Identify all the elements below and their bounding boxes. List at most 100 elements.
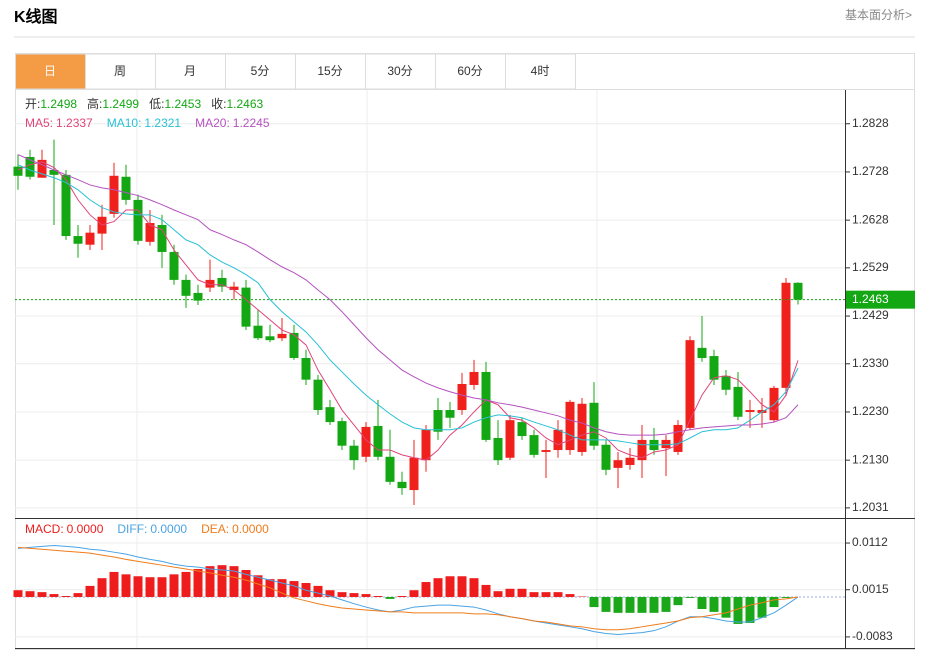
y-tick-label: -0.0083: [852, 629, 893, 643]
macd-bar: [121, 574, 131, 597]
candle-body: [61, 174, 71, 237]
macd-bar: [13, 590, 23, 597]
tab-label[interactable]: 30分: [387, 64, 412, 78]
tab-label[interactable]: 5分: [251, 64, 270, 78]
tab-bg[interactable]: [505, 53, 576, 90]
candle-body: [517, 422, 527, 437]
last-price-label: 1.2463: [852, 292, 889, 306]
macd-bar: [337, 592, 347, 597]
legend-value: 0.0000: [150, 522, 187, 536]
macd-bar: [529, 592, 539, 597]
macd-bar: [361, 594, 371, 597]
macd-bar: [721, 596, 731, 618]
macd-bar: [241, 570, 251, 597]
tab[interactable]: 5分: [225, 53, 296, 90]
candle-body: [37, 159, 47, 178]
candle-body: [589, 402, 599, 446]
tab-label[interactable]: 周: [114, 64, 126, 78]
candle-body: [109, 175, 119, 214]
candle-body: [85, 232, 95, 245]
macd-bar: [757, 596, 767, 618]
macd-bar: [781, 596, 791, 598]
candle-body: [637, 439, 647, 461]
macd-bar: [493, 591, 503, 597]
tab[interactable]: 15分: [295, 53, 366, 90]
macd-bar: [541, 592, 551, 597]
candle-body: [265, 336, 275, 341]
tab-label[interactable]: 日: [44, 64, 56, 78]
indicator-line: [17, 164, 799, 446]
macd-bar: [325, 590, 335, 597]
candle-body: [781, 282, 791, 388]
candle-body: [529, 435, 539, 455]
candle-body: [169, 251, 179, 280]
candle-body: [241, 287, 251, 327]
macd-bar: [481, 584, 491, 597]
macd-bar: [553, 592, 563, 597]
candle-body: [697, 347, 707, 358]
y-tick-label: 1.2529: [852, 260, 889, 274]
quote-value: 1.2463: [226, 97, 263, 111]
macd-bar: [457, 576, 467, 597]
tab[interactable]: 60分: [435, 53, 506, 90]
tab-label[interactable]: 15分: [317, 64, 342, 78]
candle-body: [325, 407, 335, 423]
candle-body: [433, 410, 443, 432]
legend-label: MA20:: [195, 116, 230, 130]
candle-body: [373, 425, 383, 457]
macd-bar: [133, 576, 143, 597]
tab-bg[interactable]: [85, 53, 156, 90]
candle-body: [133, 199, 143, 241]
tab-label[interactable]: 4时: [531, 64, 550, 78]
macd-bar: [637, 596, 647, 613]
candle-body: [181, 279, 191, 296]
y-tick-label: 1.2330: [852, 356, 889, 370]
tab[interactable]: 日: [15, 53, 86, 90]
candle-body: [13, 166, 23, 176]
macd-bar: [97, 578, 107, 597]
macd-bar: [313, 585, 323, 597]
tab[interactable]: 周: [85, 53, 156, 90]
tab-bg[interactable]: [15, 53, 86, 90]
tab-bg[interactable]: [435, 53, 506, 90]
macd-bar: [85, 585, 95, 597]
macd-bar: [733, 596, 743, 624]
indicator-line: [17, 544, 799, 636]
fundamental-link[interactable]: 基本面分析>: [845, 8, 912, 22]
tab[interactable]: 30分: [365, 53, 436, 90]
macd-bar: [73, 593, 83, 597]
candle-body: [289, 332, 299, 358]
macd-bar: [49, 594, 59, 597]
candle-body: [745, 410, 755, 412]
candle-body: [277, 333, 287, 339]
candle-body: [25, 156, 35, 177]
tab[interactable]: 4时: [505, 53, 576, 90]
candle-body: [229, 286, 239, 291]
legend-value: 0.0000: [67, 522, 104, 536]
tab-label[interactable]: 月: [184, 64, 196, 78]
legend-label: DEA:: [201, 522, 229, 536]
y-tick-label: 1.2130: [852, 452, 889, 466]
tab-label[interactable]: 60分: [457, 64, 482, 78]
macd-bar: [433, 578, 443, 597]
candle-body: [313, 379, 323, 411]
quote-row: 开:1.2498 高:1.2499 低:1.2453 收:1.2463: [25, 96, 264, 111]
macd-bar: [37, 592, 47, 597]
candle-body: [601, 444, 611, 470]
macd-bar: [289, 581, 299, 597]
tab[interactable]: 月: [155, 53, 226, 90]
y-tick-label: 1.2031: [852, 500, 889, 514]
macd-bar: [469, 578, 479, 597]
quote-label: 开:: [25, 97, 40, 111]
macd-bar: [157, 577, 167, 597]
candle-body: [481, 371, 491, 440]
tab-bg[interactable]: [365, 53, 436, 90]
macd-bar: [697, 596, 707, 609]
macd-bar: [517, 588, 527, 597]
legend-label: DIFF:: [117, 522, 147, 536]
legend-value: 1.2321: [144, 116, 181, 130]
macd-bar: [445, 576, 455, 597]
macd-bar: [217, 565, 227, 597]
macd-bar: [625, 596, 635, 613]
quote-value: 1.2453: [164, 97, 201, 111]
